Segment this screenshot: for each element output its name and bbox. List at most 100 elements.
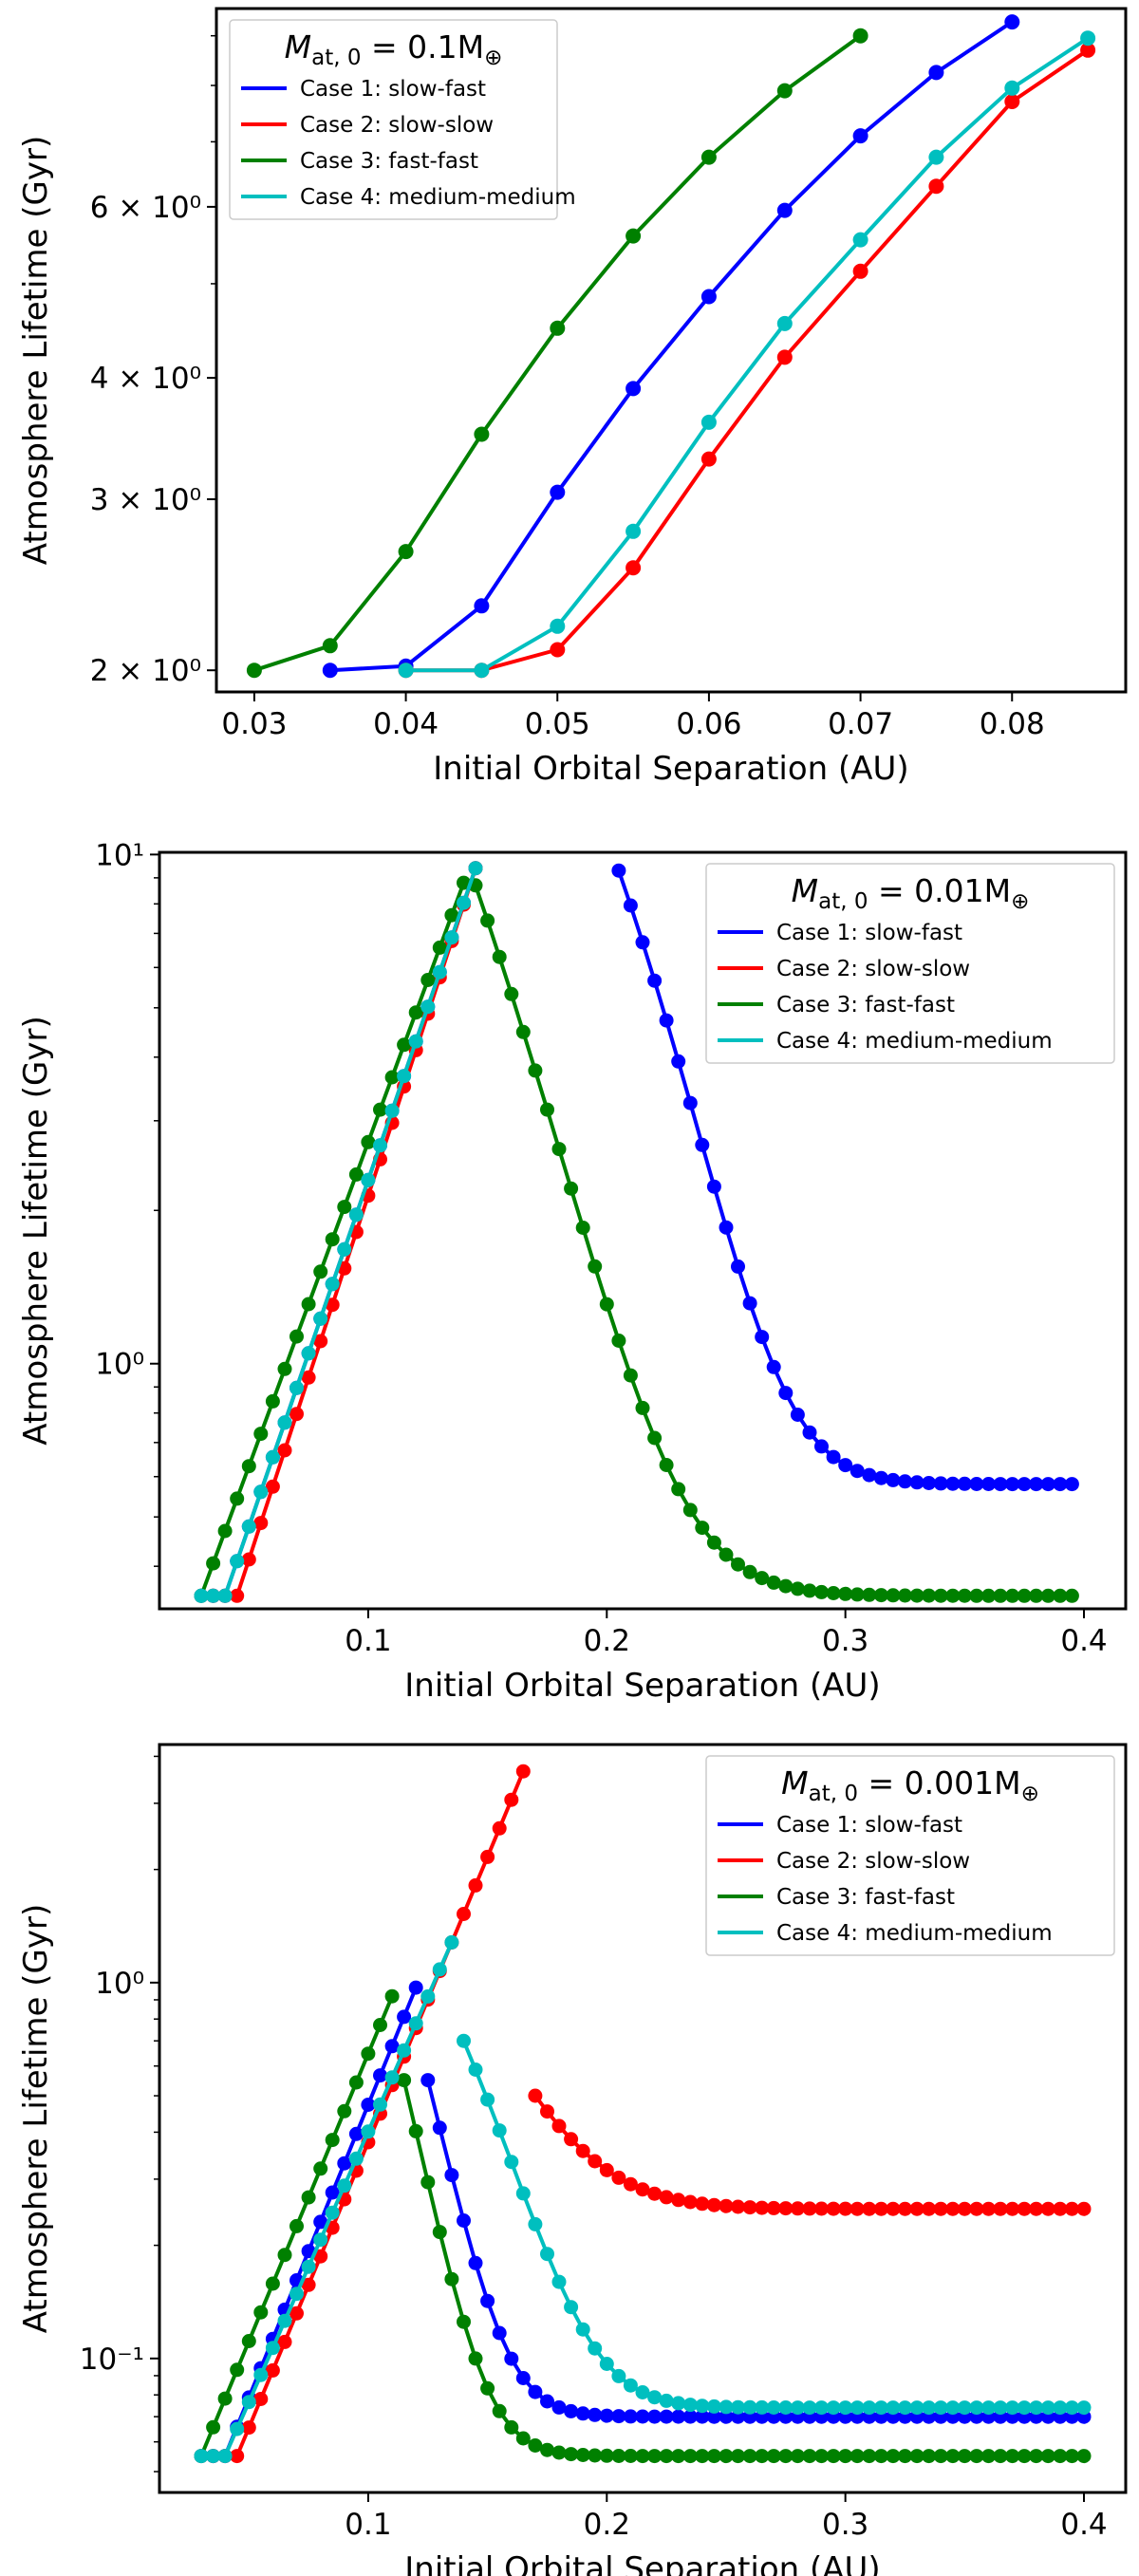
data-point [361, 1172, 376, 1187]
data-point [444, 1934, 459, 1950]
data-point [731, 2399, 745, 2415]
data-point [492, 2123, 507, 2138]
data-point [1029, 2201, 1044, 2216]
data-point [432, 2120, 447, 2136]
data-point [348, 1167, 364, 1182]
series-line [401, 2080, 1084, 2458]
data-point [301, 1297, 316, 1312]
data-point [909, 1475, 924, 1490]
y-axis-label: Atmosphere Lifetime (Gyr) [17, 136, 55, 566]
data-point [635, 2385, 650, 2399]
data-point [886, 1588, 901, 1603]
data-point [492, 949, 507, 964]
data-point [862, 2449, 877, 2464]
series-line [461, 2040, 1084, 2410]
data-point [695, 1521, 710, 1536]
data-point [993, 1477, 1008, 1492]
data-point [695, 2196, 710, 2212]
data-point [575, 2448, 590, 2462]
data-point [1017, 2449, 1032, 2464]
x-axis-label: Initial Orbital Separation (AU) [404, 1667, 880, 1705]
data-point [492, 1820, 507, 1836]
data-point [480, 2092, 495, 2107]
data-point [420, 1988, 436, 2004]
data-point [993, 2400, 1008, 2416]
data-point [384, 1070, 400, 1085]
data-point [922, 2400, 937, 2416]
legend-entry-label: Case 3: fast-fast [776, 1885, 955, 1910]
data-point [682, 2409, 698, 2424]
data-point [325, 1232, 340, 1247]
data-point [862, 1467, 877, 1483]
chart-panel-top: 0.03 0.04 0.05 0.06 0.07 0.08 2 × 10⁰ 3 × 10⁰ 4 … [17, 7, 1128, 788]
data-point [909, 2400, 924, 2416]
series-line [201, 1987, 419, 2458]
series-line [425, 2080, 1084, 2419]
data-point [611, 2368, 626, 2383]
data-point [361, 2098, 376, 2112]
x-tick-label: 0.03 [221, 707, 287, 741]
data-point [659, 1013, 674, 1028]
data-point [1029, 2449, 1044, 2464]
data-point [528, 2088, 543, 2103]
data-point [277, 2248, 292, 2263]
data-point [480, 2380, 495, 2396]
data-point [873, 2400, 888, 2416]
data-point [981, 2449, 996, 2464]
data-point [850, 2400, 865, 2416]
data-point [957, 2449, 972, 2464]
data-point [588, 1259, 603, 1274]
data-point [898, 2400, 912, 2416]
data-point [373, 2068, 387, 2083]
data-point [492, 2403, 507, 2418]
legend-box [229, 19, 558, 220]
data-point [838, 2449, 853, 2464]
legend-entry-label: Case 4: medium-medium [300, 185, 576, 210]
data-point [420, 2073, 436, 2088]
data-point [742, 2449, 757, 2464]
data-point [611, 1334, 626, 1348]
legend-box [705, 863, 1115, 1064]
data-point [348, 2126, 364, 2141]
data-point [457, 2033, 471, 2048]
data-point [432, 1962, 447, 1977]
data-point [945, 2201, 961, 2216]
data-point [551, 1142, 567, 1157]
data-point [611, 2449, 626, 2463]
data-point [682, 2398, 698, 2413]
legend-entry-label: Case 1: slow-fast [776, 1813, 962, 1838]
y-tick-label: 2 × 10⁰ [90, 654, 201, 688]
data-point [1076, 2201, 1092, 2216]
data-point [313, 2249, 328, 2264]
data-point [480, 913, 495, 928]
data-point [348, 2151, 364, 2166]
data-point [873, 2449, 888, 2464]
data-point [241, 1519, 256, 1534]
series-case-3 [194, 875, 1079, 1603]
data-point [564, 1181, 579, 1196]
data-point [408, 1034, 423, 1049]
data-point [814, 1584, 829, 1599]
data-point [468, 1877, 483, 1893]
data-point [755, 2200, 770, 2215]
data-point [626, 228, 642, 244]
data-point [468, 861, 483, 876]
data-point [575, 2406, 590, 2421]
data-point [635, 2182, 650, 2197]
data-point [550, 484, 566, 500]
data-point [623, 2409, 638, 2424]
data-point [230, 1491, 245, 1506]
data-point [265, 1479, 280, 1494]
data-point [766, 2200, 781, 2215]
data-point [933, 1476, 948, 1491]
data-point [277, 2313, 292, 2328]
y-tick-label: 10⁰ [95, 1348, 144, 1382]
data-point [850, 2449, 865, 2464]
data-point [731, 1259, 745, 1274]
series-line [201, 1941, 454, 2458]
legend: Mat, 0 = 0.001M⊕ Case 1: slow-fast Case 2… [705, 1755, 1115, 1956]
data-point [599, 2357, 614, 2371]
legend-entry-label: Case 3: fast-fast [300, 149, 478, 174]
data-point [408, 2016, 423, 2031]
